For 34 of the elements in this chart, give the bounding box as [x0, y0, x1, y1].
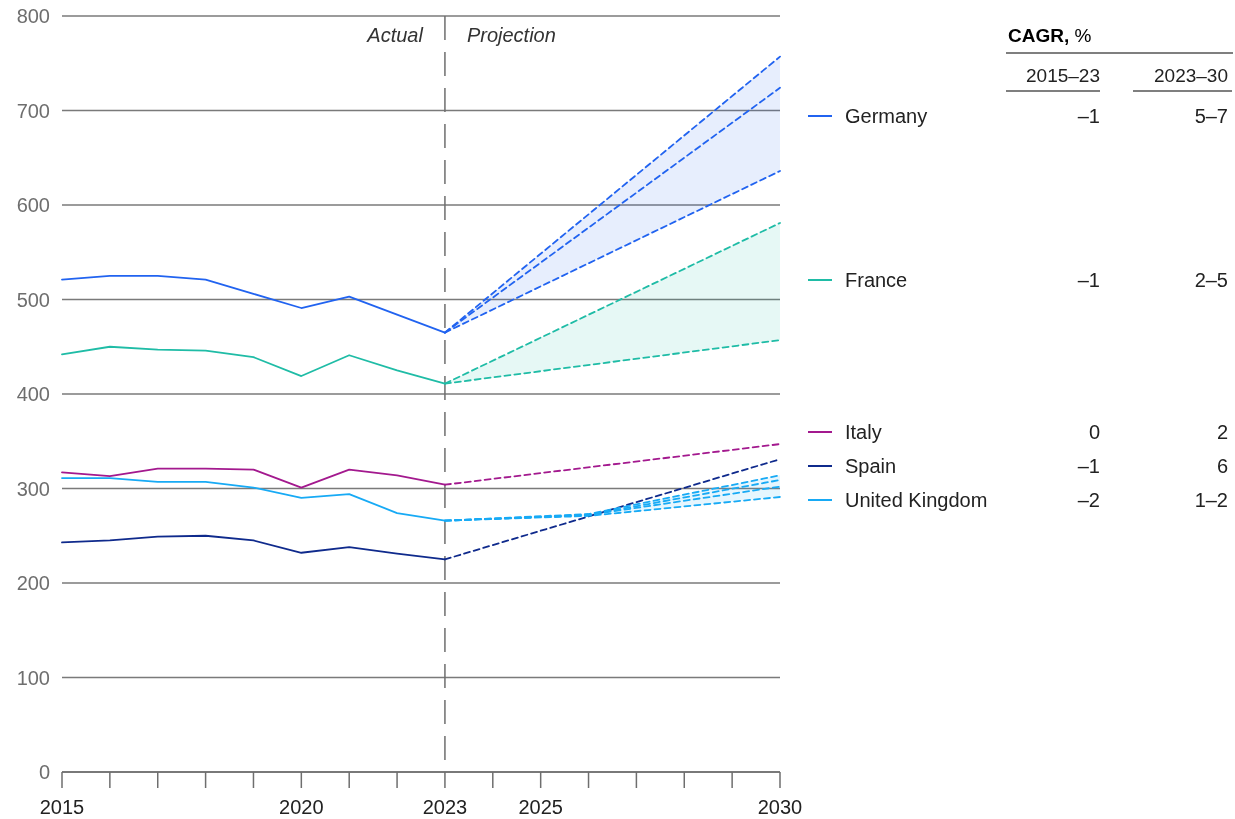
- text: –1: [1077, 269, 1100, 291]
- x-tick-label: 2015: [39, 796, 85, 818]
- y-tick-label: 600: [16, 194, 50, 216]
- legend-label: United Kingdom: [845, 489, 988, 511]
- x-tick-label: 2030: [757, 796, 803, 818]
- y-tick-label: 400: [16, 383, 50, 405]
- y-tick-label: 500: [16, 288, 50, 311]
- legend-label: Spain: [845, 455, 897, 477]
- annotation: Projection: [466, 23, 556, 46]
- y-tick-label: 700: [16, 99, 50, 122]
- text: –2: [1077, 489, 1100, 511]
- y-tick-label: 300: [16, 477, 50, 500]
- text: 5–7: [1194, 105, 1228, 127]
- text: 2: [1216, 421, 1228, 443]
- x-tick-label: 2025: [518, 796, 563, 818]
- text: 2023–30: [1154, 65, 1228, 86]
- legend-label: France: [845, 269, 908, 291]
- text: 0: [1088, 421, 1100, 443]
- y-tick-label: 200: [16, 572, 50, 594]
- text: –1: [1077, 105, 1100, 127]
- x-tick-label: 2023: [422, 796, 468, 818]
- text: 2–5: [1194, 269, 1228, 291]
- annotation: Actual: [366, 23, 424, 46]
- legend-label: Italy: [845, 421, 882, 443]
- legend-label: Germany: [845, 105, 928, 127]
- text: –1: [1077, 455, 1100, 477]
- text: 1–2: [1194, 489, 1228, 511]
- text: CAGR, %: [1008, 25, 1092, 46]
- text: 6: [1216, 455, 1228, 477]
- y-tick-label: 800: [16, 5, 50, 27]
- y-tick-label: 0: [38, 761, 50, 783]
- y-tick-label: 100: [16, 666, 50, 689]
- text: 2015–23: [1026, 65, 1100, 86]
- x-tick-label: 2020: [279, 796, 324, 818]
